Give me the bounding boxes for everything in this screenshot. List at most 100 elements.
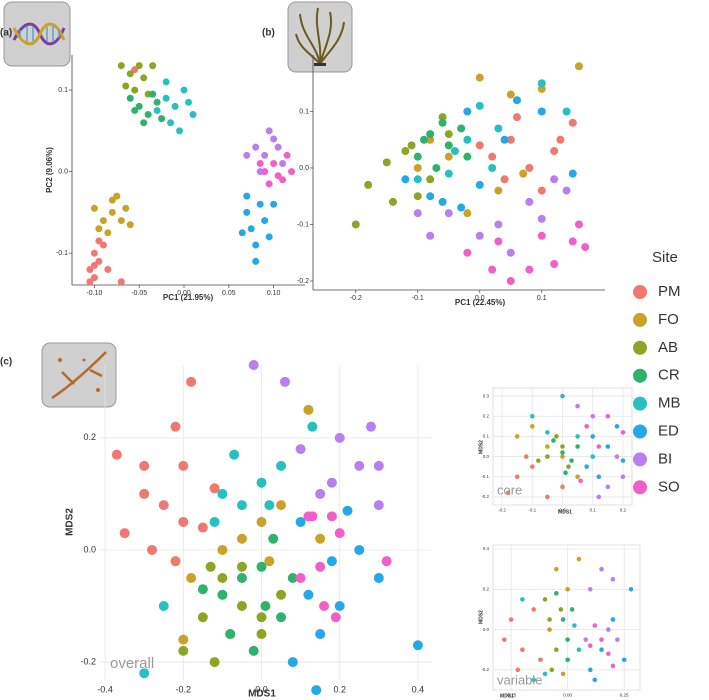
point — [444, 152, 453, 161]
panel-label: (c) — [0, 357, 12, 368]
point — [596, 474, 602, 480]
point — [303, 589, 314, 600]
point — [111, 449, 122, 460]
point — [614, 454, 620, 459]
point — [264, 556, 275, 567]
point — [388, 197, 397, 206]
point — [508, 617, 514, 622]
point — [307, 421, 318, 432]
point — [117, 62, 125, 70]
panel-label: (b) — [262, 28, 275, 39]
point — [178, 460, 189, 471]
legend-swatch — [633, 424, 647, 439]
legend-swatch — [633, 396, 647, 411]
point — [205, 561, 216, 572]
point — [279, 159, 287, 167]
y-axis-title: MDS2 — [65, 508, 76, 536]
point — [432, 163, 441, 172]
point — [568, 118, 577, 127]
point — [444, 169, 453, 178]
point — [315, 629, 326, 640]
point — [373, 500, 384, 511]
point — [217, 589, 228, 600]
dna-icon — [3, 1, 71, 67]
point — [243, 208, 251, 216]
point — [537, 231, 546, 240]
point — [523, 454, 529, 459]
point — [596, 444, 602, 449]
point — [560, 450, 565, 455]
x-tick-label: -0.1 — [528, 508, 536, 513]
point — [590, 413, 596, 419]
point — [620, 430, 626, 435]
panel-annotation: overall — [110, 655, 154, 672]
point — [373, 572, 384, 583]
point — [330, 612, 341, 623]
point — [413, 192, 422, 201]
y-axis-title: MDS2 — [478, 440, 484, 454]
point — [270, 135, 278, 143]
point — [122, 82, 130, 90]
point — [261, 168, 269, 176]
point — [276, 460, 287, 471]
point — [276, 589, 287, 600]
point — [574, 220, 583, 229]
point — [307, 511, 318, 522]
point — [274, 172, 282, 180]
point — [279, 176, 287, 184]
point — [565, 637, 570, 642]
point — [520, 597, 525, 602]
x-tick-label: 0.2 — [333, 684, 346, 694]
point — [565, 657, 570, 663]
point — [500, 175, 509, 184]
point — [578, 478, 583, 484]
point — [95, 225, 103, 233]
point — [295, 516, 306, 527]
point — [158, 500, 169, 511]
point — [475, 180, 484, 189]
point — [566, 464, 571, 469]
point — [252, 257, 260, 265]
x-axis-title: MDS1 — [500, 693, 514, 699]
point — [554, 434, 559, 439]
point — [252, 143, 260, 151]
point — [90, 261, 98, 269]
x-tick-label: -0.1 — [412, 295, 424, 302]
point — [529, 464, 535, 469]
point — [217, 572, 228, 583]
point — [494, 186, 503, 195]
point — [606, 627, 611, 632]
point — [550, 147, 559, 156]
point — [514, 474, 520, 480]
y-tick-label: 0.4 — [483, 546, 490, 551]
point — [610, 576, 616, 582]
x-tick-label: -0.05 — [131, 290, 147, 297]
point — [236, 561, 247, 572]
point — [279, 376, 290, 387]
panel-annotation: variable — [497, 672, 543, 687]
point — [311, 685, 322, 696]
point — [545, 430, 550, 435]
point — [197, 584, 208, 595]
point — [575, 434, 580, 439]
point — [135, 102, 143, 110]
point — [303, 404, 314, 415]
point — [628, 587, 634, 592]
point — [217, 544, 228, 555]
point — [413, 209, 422, 218]
point — [413, 152, 422, 161]
x-axis-title: PC1 (22.45%) — [455, 298, 506, 307]
point — [426, 130, 435, 139]
legend-label: SO — [658, 478, 680, 495]
point — [592, 623, 598, 628]
point — [319, 601, 330, 612]
point — [558, 607, 564, 612]
point — [426, 175, 435, 184]
x-tick-label: 0.0 — [255, 684, 268, 694]
point — [90, 204, 98, 212]
legend-swatch — [633, 452, 647, 467]
point — [475, 101, 484, 110]
point — [590, 434, 596, 439]
point — [261, 151, 269, 159]
point — [108, 196, 116, 204]
